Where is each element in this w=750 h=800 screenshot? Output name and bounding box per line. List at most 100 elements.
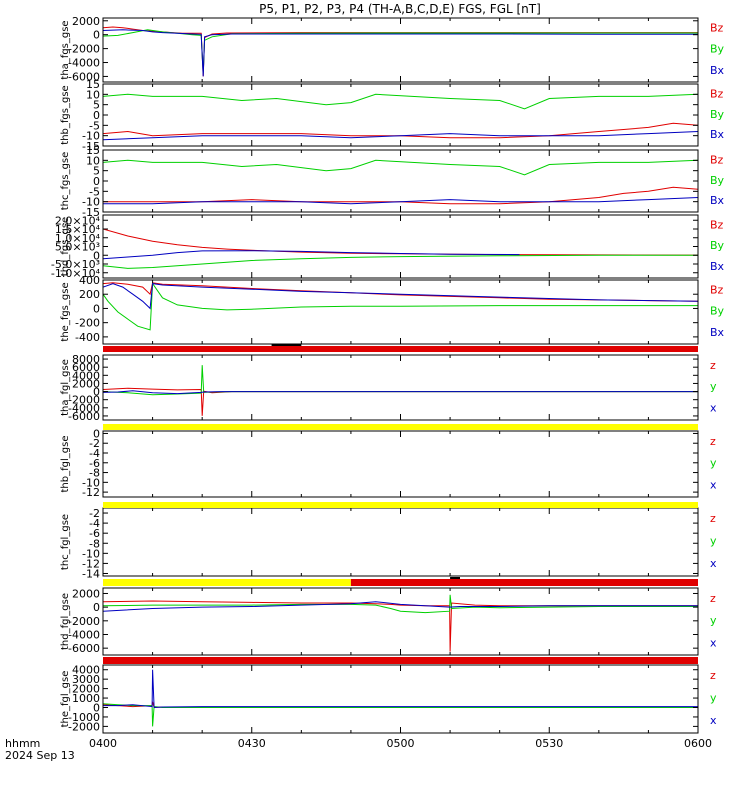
x-tick-label: 0500 [387,737,415,750]
y-tick-label: -6000 [68,410,100,423]
figure-title: P5, P1, P2, P3, P4 (TH-A,B,C,D,E) FGS, F… [259,2,541,16]
y-tick-label: 10 [86,88,100,101]
y-tick-label: 5.0×10³ [55,241,100,254]
y-tick-label: -2 [89,437,100,450]
y-tick-label: -10 [82,130,100,143]
legend-entry: Bz [710,87,724,100]
status-segment [103,424,698,430]
y-tick-label: -12 [82,557,100,570]
y-tick-label: 2000 [72,587,100,600]
panel-frame [102,17,699,83]
legend-entry: y [710,535,717,548]
legend-entry: Bx [710,194,725,207]
y-tick-label: 0 [93,302,100,315]
series-line-x [103,390,698,395]
y-tick-label: 0 [93,175,100,188]
series-group [103,282,698,331]
y-tick-label: 8000 [72,353,100,366]
status-bar [103,344,698,352]
legend-entry: By [710,43,725,56]
series-line-By [103,29,698,74]
series-group [103,159,698,205]
series-group [103,228,698,269]
series-line-Bx [103,131,698,141]
legend-entry: Bx [710,128,725,141]
y-tick-label: -10 [82,547,100,560]
x-tick-label: 0430 [238,737,266,750]
status-segment [103,502,698,508]
legend-entry: x [710,714,717,727]
series-line-By [103,254,698,269]
y-tick-label: -5 [89,185,100,198]
y-tick-label: -2000 [68,720,100,733]
y-axis-label: the_fgs_gse [60,282,71,341]
y-tick-label: 4000 [72,369,100,382]
legend-entry: x [710,636,717,649]
y-tick-label: -15 [82,206,100,219]
y-tick-label: -1000 [68,711,100,724]
y-tick-label: 0 [93,386,100,399]
y-tick-label: -5 [89,119,100,132]
y-tick-label: -2000 [68,615,100,628]
legend-entry: y [710,380,717,393]
legend-entry: Bz [710,218,724,231]
y-tick-label: -6000 [68,70,100,83]
series-line-x [103,601,698,612]
y-tick-label: 0 [93,601,100,614]
y-tick-label: -10 [82,476,100,489]
status-bar [103,424,698,430]
panel-frame [102,664,699,734]
legend-entry: y [710,692,717,705]
y-tick-label: 5 [93,165,100,178]
status-bar [103,577,698,586]
date-label: 2024 Sep 13 [5,749,75,762]
y-tick-label: 0 [93,702,100,715]
status-segment [350,579,698,586]
legend-entry: z [710,359,716,372]
series-line-y [103,594,698,614]
y-tick-label: 0 [93,29,100,42]
y-tick-label: 3000 [72,673,100,686]
series-line-By [103,159,698,176]
series-line-Bz [103,122,698,139]
y-tick-label: -2000 [68,394,100,407]
y-tick-label: -14 [82,567,100,580]
y-tick-label: 400 [79,274,100,287]
status-segment [103,579,351,586]
x-tick-label: 0400 [89,737,117,750]
legend-entry: z [710,592,716,605]
series-line-Bx [103,250,520,260]
y-tick-label: -200 [75,317,100,330]
status-mark [450,577,460,579]
y-tick-label: 10 [86,154,100,167]
panel-frame [102,83,699,147]
panel-thb_fgl_gse: 0-2-4-6-8-10-12 thb_fgl_gse zyx [60,427,717,499]
legend-entry: By [710,108,725,121]
series-line-Bx [103,283,698,310]
panel-tha_fgl_gse: 80006000400020000-2000-4000-6000tha_fgl_… [60,353,717,423]
status-segment [103,346,698,352]
y-tick-label: -6 [89,457,100,470]
series-line-By [103,282,698,331]
legend-entry: Bx [710,64,725,77]
y-axis-label: thb_fgs_gse [60,85,71,144]
series-line-By [103,93,698,110]
panel-frame [102,279,699,345]
status-bar [103,657,698,664]
legend-entry: x [710,478,717,491]
y-tick-label: 4000 [72,664,100,677]
legend-entry: z [710,669,716,682]
y-tick-label: -4000 [68,628,100,641]
legend-entry: x [710,402,717,415]
y-axis-label: the_fgl_gse [60,671,71,728]
y-tick-label: -1.0×10⁴ [51,267,101,280]
legend-entry: By [710,239,725,252]
legend-entry: Bz [710,153,724,166]
y-tick-label: 15 [86,144,100,157]
legend-entry: z [710,435,716,448]
